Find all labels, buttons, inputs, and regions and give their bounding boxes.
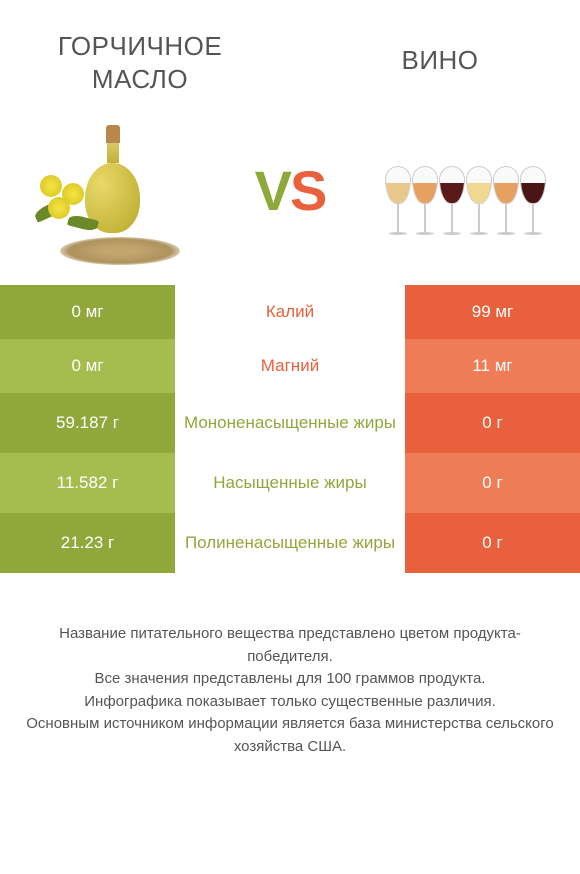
cell-right: 11 мг [405, 339, 580, 393]
cell-right: 0 г [405, 513, 580, 573]
footer-line: Все значения представлены для 100 граммо… [25, 668, 555, 691]
cell-mid: Магний [175, 339, 405, 393]
cell-right: 0 г [405, 393, 580, 453]
cell-left: 59.187 г [0, 393, 175, 453]
vs-v: V [255, 159, 290, 222]
title-left: ГОРЧИЧНОЕ МАСЛО [40, 30, 240, 95]
cell-mid: Мононенасыщенные жиры [175, 393, 405, 453]
footer-line: Название питательного вещества представл… [25, 623, 555, 668]
cell-left: 0 мг [0, 285, 175, 339]
vs-s: S [290, 159, 325, 222]
wine-glass [466, 166, 492, 235]
table-row: 0 мгМагний11 мг [0, 339, 580, 393]
wine-glass [493, 166, 519, 235]
comparison-table: 0 мгКалий99 мг0 мгМагний11 мг59.187 гМон… [0, 285, 580, 573]
wine-glass [520, 166, 546, 235]
cell-right: 99 мг [405, 285, 580, 339]
wine-glass [412, 166, 438, 235]
cell-mid: Полиненасыщенные жиры [175, 513, 405, 573]
footer-line: Основным источником информации является … [25, 713, 555, 758]
table-row: 11.582 гНасыщенные жиры0 г [0, 453, 580, 513]
footer-line: Инфографика показывает только существенн… [25, 691, 555, 714]
table-row: 0 мгКалий99 мг [0, 285, 580, 339]
header: ГОРЧИЧНОЕ МАСЛО ВИНО [0, 0, 580, 105]
cell-left: 21.23 г [0, 513, 175, 573]
cell-left: 11.582 г [0, 453, 175, 513]
wine-glass [439, 166, 465, 235]
vs-label: VS [255, 158, 326, 223]
footer-notes: Название питательного вещества представл… [0, 573, 580, 758]
wine-glass [385, 166, 411, 235]
table-row: 59.187 гМононенасыщенные жиры0 г [0, 393, 580, 453]
table-row: 21.23 гПолиненасыщенные жиры0 г [0, 513, 580, 573]
cell-mid: Насыщенные жиры [175, 453, 405, 513]
mustard-oil-illustration [30, 115, 200, 265]
cell-mid: Калий [175, 285, 405, 339]
title-right: ВИНО [340, 30, 540, 95]
cell-left: 0 мг [0, 339, 175, 393]
wine-illustration [380, 115, 550, 265]
images-row: VS [0, 105, 580, 285]
cell-right: 0 г [405, 453, 580, 513]
